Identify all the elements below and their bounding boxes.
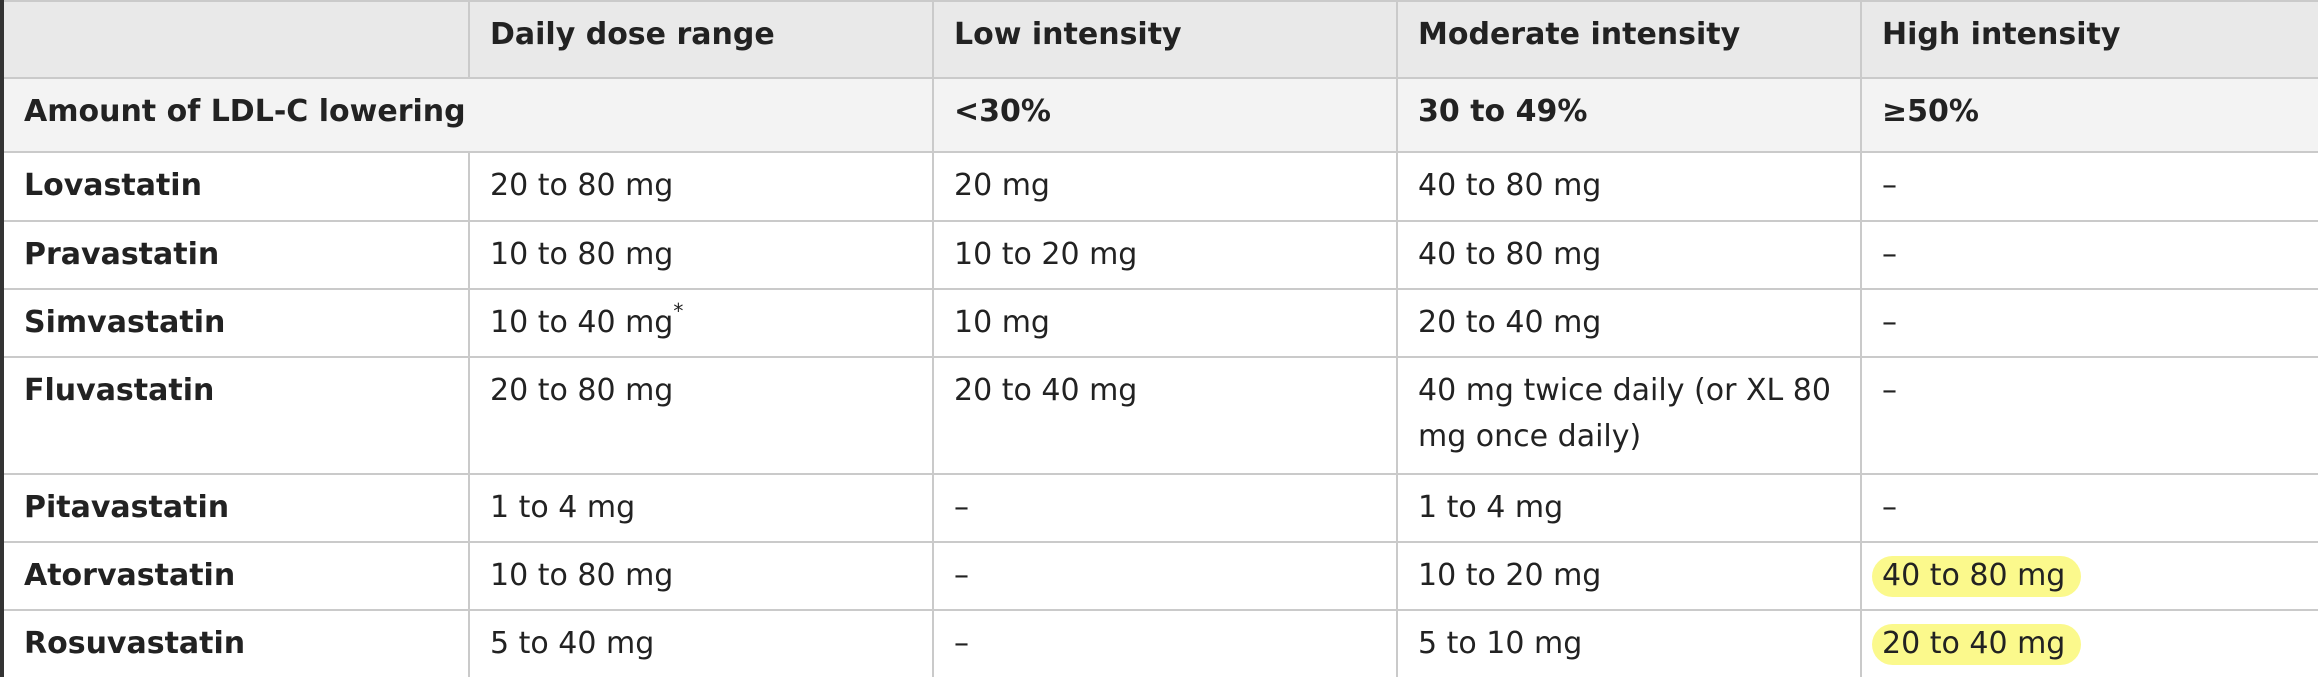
moderate-dose: 40 to 80 mg: [1396, 220, 1862, 290]
daily-dose: 1 to 4 mg: [468, 473, 934, 543]
drug-name: Pitavastatin: [1, 473, 470, 543]
drug-row: Simvastatin 10 to 40 mg* 10 mg 20 to 40 mg –: [1, 288, 2318, 358]
dose-text: 5 to 40 mg: [490, 626, 655, 661]
high-dose: 20 to 40 mg: [1860, 609, 2318, 677]
high-text: 40 to 80 mg: [1872, 556, 2082, 597]
high-dose: 40 to 80 mg: [1860, 541, 2318, 611]
moderate-dose: 40 to 80 mg: [1396, 151, 1862, 222]
low-dose: 20 to 40 mg: [932, 356, 1398, 475]
drug-name: Pravastatin: [1, 220, 470, 290]
drug-row: Pitavastatin 1 to 4 mg –1 to 4 mg –: [1, 473, 2318, 543]
high-dose: –: [1860, 288, 2318, 358]
daily-dose: 20 to 80 mg: [468, 356, 934, 475]
high-text: –: [1882, 490, 1897, 525]
header-cell: High intensity: [1860, 0, 2318, 79]
dose-text: 20 to 80 mg: [490, 373, 674, 408]
drug-row: Atorvastatin 10 to 80 mg –10 to 20 mg 40 to…: [1, 541, 2318, 611]
header-cell: Moderate intensity: [1396, 0, 1862, 79]
daily-dose: 10 to 80 mg: [468, 220, 934, 290]
moderate-dose: 1 to 4 mg: [1396, 473, 1862, 543]
drug-name: Lovastatin: [1, 151, 470, 222]
high-text: –: [1882, 168, 1897, 203]
drug-row: Fluvastatin 20 to 80 mg 20 to 40 mg 40 mg t…: [1, 356, 2318, 475]
high-text: –: [1882, 305, 1897, 340]
moderate-dose: 10 to 20 mg: [1396, 541, 1862, 611]
high-dose: –: [1860, 151, 2318, 222]
low-dose: 10 to 20 mg: [932, 220, 1398, 290]
moderate-dose: 20 to 40 mg: [1396, 288, 1862, 358]
dose-text: 10 to 80 mg: [490, 558, 674, 593]
ldl-high: ≥50%: [1860, 77, 2318, 153]
moderate-dose: 5 to 10 mg: [1396, 609, 1862, 677]
daily-dose: 10 to 40 mg*: [468, 288, 934, 358]
low-dose: 20 mg: [932, 151, 1398, 222]
dose-text: 10 to 80 mg: [490, 237, 674, 272]
low-dose: –: [932, 609, 1398, 677]
daily-dose: 10 to 80 mg: [468, 541, 934, 611]
ldl-row: Amount of LDL-C lowering <30% 30 to 49% …: [1, 77, 2318, 153]
ldl-label: Amount of LDL-C lowering: [1, 77, 934, 153]
daily-dose: 20 to 80 mg: [468, 151, 934, 222]
drug-row: Lovastatin 20 to 80 mg 20 mg 40 to 80 mg –: [1, 151, 2318, 222]
high-text: –: [1882, 373, 1897, 408]
high-text: –: [1882, 237, 1897, 272]
drug-name: Fluvastatin: [1, 356, 470, 475]
drug-name: Atorvastatin: [1, 541, 470, 611]
high-text: 20 to 40 mg: [1872, 624, 2082, 665]
header-cell: Daily dose range: [468, 0, 934, 79]
drug-row: Pravastatin 10 to 80 mg 10 to 20 mg 40 to 8…: [1, 220, 2318, 290]
high-dose: –: [1860, 220, 2318, 290]
dose-text: 10 to 40 mg: [490, 305, 674, 340]
low-dose: –: [932, 541, 1398, 611]
dose-note: *: [673, 299, 684, 323]
drug-name: Simvastatin: [1, 288, 470, 358]
header-row: Daily dose range Low intensity Moderate …: [1, 0, 2318, 79]
low-dose: 10 mg: [932, 288, 1398, 358]
drug-name: Rosuvastatin: [1, 609, 470, 677]
ldl-low: <30%: [932, 77, 1398, 153]
high-dose: –: [1860, 356, 2318, 475]
moderate-dose: 40 mg twice daily (or XL 80 mg once dail…: [1396, 356, 1862, 475]
header-empty: [1, 0, 470, 79]
dose-text: 20 to 80 mg: [490, 168, 674, 203]
low-dose: –: [932, 473, 1398, 543]
high-dose: –: [1860, 473, 2318, 543]
daily-dose: 5 to 40 mg: [468, 609, 934, 677]
header-cell: Low intensity: [932, 0, 1398, 79]
dose-text: 1 to 4 mg: [490, 490, 636, 525]
ldl-moderate: 30 to 49%: [1396, 77, 1862, 153]
drug-row: Rosuvastatin 5 to 40 mg –5 to 10 mg 20 to 4…: [1, 609, 2318, 677]
